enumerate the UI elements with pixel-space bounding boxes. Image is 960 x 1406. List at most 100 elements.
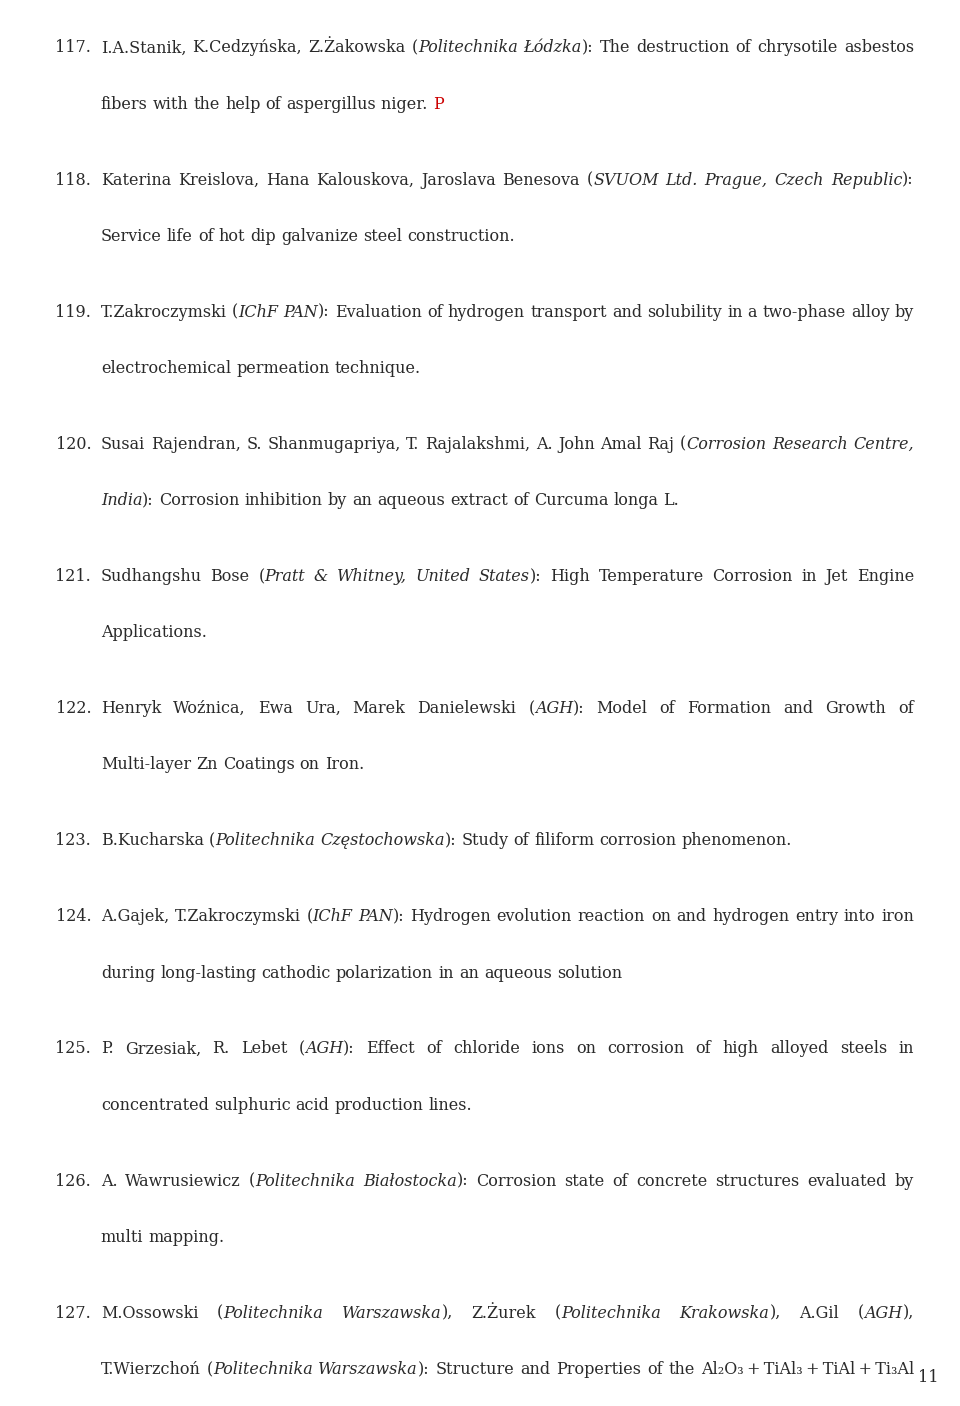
- Text: Henryk: Henryk: [101, 700, 161, 717]
- Text: ):: ):: [902, 172, 914, 188]
- Text: of: of: [514, 832, 529, 849]
- Text: Z.Żurek: Z.Żurek: [471, 1305, 536, 1322]
- Text: Pratt: Pratt: [265, 568, 305, 585]
- Text: Bose: Bose: [210, 568, 250, 585]
- Text: ):: ):: [582, 39, 593, 56]
- Text: AGH: AGH: [864, 1305, 902, 1322]
- Text: 118.: 118.: [56, 172, 91, 188]
- Text: Corrosion: Corrosion: [686, 436, 766, 453]
- Text: the: the: [668, 1361, 695, 1378]
- Text: T.Zakroczymski: T.Zakroczymski: [101, 304, 227, 321]
- Text: Al₂O₃ + TiAl₃ + TiAl + Ti₃Al: Al₂O₃ + TiAl₃ + TiAl + Ti₃Al: [701, 1361, 914, 1378]
- Text: Growth: Growth: [826, 700, 886, 717]
- Text: hydrogen: hydrogen: [712, 908, 789, 925]
- Text: of: of: [426, 1040, 442, 1057]
- Text: Jet: Jet: [826, 568, 848, 585]
- Text: Częstochowska: Częstochowska: [320, 832, 444, 849]
- Text: Krakowska: Krakowska: [680, 1305, 769, 1322]
- Text: of: of: [513, 492, 529, 509]
- Text: Prague,: Prague,: [705, 172, 768, 188]
- Text: Hydrogen: Hydrogen: [410, 908, 492, 925]
- Text: polarization: polarization: [336, 965, 433, 981]
- Text: Wawrusiewicz: Wawrusiewicz: [126, 1173, 241, 1189]
- Text: alloy: alloy: [851, 304, 890, 321]
- Text: Multi-layer: Multi-layer: [101, 756, 191, 773]
- Text: P.: P.: [101, 1040, 113, 1057]
- Text: and: and: [783, 700, 813, 717]
- Text: Katerina: Katerina: [101, 172, 171, 188]
- Text: technique.: technique.: [334, 360, 420, 377]
- Text: (: (: [232, 304, 238, 321]
- Text: evolution: evolution: [496, 908, 572, 925]
- Text: steel: steel: [363, 228, 402, 245]
- Text: in: in: [727, 304, 743, 321]
- Text: Corrosion: Corrosion: [476, 1173, 557, 1189]
- Text: and: and: [520, 1361, 550, 1378]
- Text: Warszawska: Warszawska: [342, 1305, 442, 1322]
- Text: of: of: [647, 1361, 662, 1378]
- Text: (: (: [681, 436, 686, 453]
- Text: ):: ):: [343, 1040, 355, 1057]
- Text: high: high: [723, 1040, 758, 1057]
- Text: Benesova: Benesova: [502, 172, 580, 188]
- Text: AGH: AGH: [305, 1040, 343, 1057]
- Text: 123.: 123.: [56, 832, 91, 849]
- Text: help: help: [226, 96, 260, 112]
- Text: (: (: [529, 700, 535, 717]
- Text: construction.: construction.: [407, 228, 515, 245]
- Text: Corrosion: Corrosion: [159, 492, 239, 509]
- Text: ):: ):: [573, 700, 585, 717]
- Text: Politechnika: Politechnika: [215, 832, 315, 849]
- Text: electrochemical: electrochemical: [101, 360, 231, 377]
- Text: of: of: [660, 700, 675, 717]
- Text: A.Gajek,: A.Gajek,: [101, 908, 169, 925]
- Text: Warszawska: Warszawska: [319, 1361, 418, 1378]
- Text: destruction: destruction: [636, 39, 730, 56]
- Text: Study: Study: [462, 832, 509, 849]
- Text: entry: entry: [795, 908, 838, 925]
- Text: corrosion: corrosion: [600, 832, 677, 849]
- Text: Politechnika: Politechnika: [224, 1305, 324, 1322]
- Text: aqueous: aqueous: [377, 492, 444, 509]
- Text: ):: ):: [457, 1173, 468, 1189]
- Text: of: of: [696, 1040, 711, 1057]
- Text: 11: 11: [919, 1369, 939, 1386]
- Text: on: on: [300, 756, 320, 773]
- Text: corrosion: corrosion: [608, 1040, 684, 1057]
- Text: ),: ),: [769, 1305, 780, 1322]
- Text: and: and: [612, 304, 642, 321]
- Text: States: States: [479, 568, 530, 585]
- Text: 126.: 126.: [56, 1173, 91, 1189]
- Text: (: (: [412, 39, 418, 56]
- Text: (: (: [206, 1361, 213, 1378]
- Text: lines.: lines.: [429, 1097, 472, 1114]
- Text: ions: ions: [531, 1040, 564, 1057]
- Text: Amal: Amal: [601, 436, 642, 453]
- Text: ):: ):: [530, 568, 541, 585]
- Text: T.Wierzchoń: T.Wierzchoń: [101, 1361, 201, 1378]
- Text: Model: Model: [597, 700, 648, 717]
- Text: Woźnica,: Woźnica,: [173, 700, 246, 717]
- Text: ):: ):: [418, 1361, 430, 1378]
- Text: SVUOM: SVUOM: [593, 172, 659, 188]
- Text: a: a: [748, 304, 757, 321]
- Text: filiform: filiform: [535, 832, 594, 849]
- Text: (: (: [217, 1305, 224, 1322]
- Text: phenomenon.: phenomenon.: [682, 832, 792, 849]
- Text: state: state: [564, 1173, 605, 1189]
- Text: Jaroslava: Jaroslava: [420, 172, 495, 188]
- Text: Raj: Raj: [648, 436, 675, 453]
- Text: by: by: [895, 1173, 914, 1189]
- Text: aqueous: aqueous: [484, 965, 552, 981]
- Text: hot: hot: [219, 228, 245, 245]
- Text: steels: steels: [840, 1040, 887, 1057]
- Text: 121.: 121.: [56, 568, 91, 585]
- Text: Grzesiak,: Grzesiak,: [125, 1040, 201, 1057]
- Text: niger.: niger.: [381, 96, 433, 112]
- Text: extract: extract: [450, 492, 508, 509]
- Text: R.: R.: [212, 1040, 229, 1057]
- Text: structures: structures: [715, 1173, 800, 1189]
- Text: The: The: [600, 39, 630, 56]
- Text: L.: L.: [663, 492, 679, 509]
- Text: Susai: Susai: [101, 436, 145, 453]
